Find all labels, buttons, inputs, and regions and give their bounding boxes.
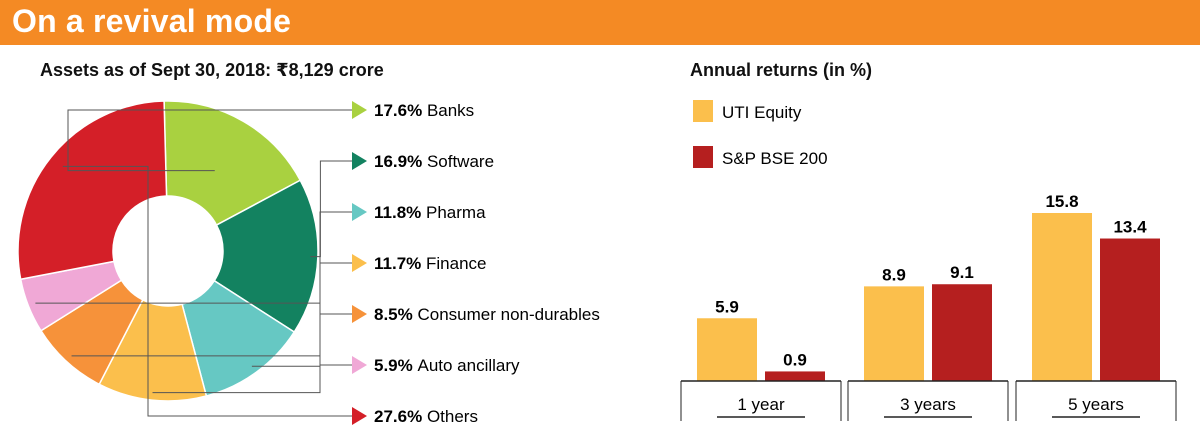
legend-arrow-finance	[352, 254, 367, 272]
bar-s-p-bse-200-1-year	[765, 371, 825, 381]
data-label-s-p-bse-200-5-years: 13.4	[1113, 218, 1147, 237]
legend-label-software: 16.9% Software	[374, 152, 494, 171]
bar-chart-title: Annual returns (in %)	[690, 60, 873, 80]
page-title: On a revival mode	[12, 3, 292, 39]
legend-arrow-software	[352, 152, 367, 170]
pie-leader-lines	[35, 109, 352, 417]
bar-s-p-bse-200-5-years	[1100, 238, 1160, 381]
legend-arrow-pharma	[352, 203, 367, 221]
data-label-s-p-bse-200-1-year: 0.9	[783, 350, 807, 369]
legend-arrow-banks	[352, 101, 367, 119]
pie-slice-software	[213, 179, 319, 334]
leader-line-software	[310, 160, 352, 258]
data-label-uti-equity-1-year: 5.9	[715, 297, 739, 316]
bar-uti-equity-5-years	[1032, 213, 1092, 381]
bar-uti-equity-1-year	[697, 318, 757, 381]
x-tick-label-5-years: 5 years	[1068, 395, 1124, 414]
bar-s-p-bse-200-3-years	[932, 284, 992, 381]
data-label-s-p-bse-200-3-years: 9.1	[950, 263, 974, 282]
pie-slice-banks	[163, 100, 302, 227]
legend-swatch-uti-equity	[693, 100, 713, 122]
header-bar: On a revival mode	[0, 0, 1200, 45]
legend-label-banks: 17.6% Banks	[374, 101, 474, 120]
legend-label-others: 27.6% Others	[374, 407, 478, 426]
x-tick-label-3-years: 3 years	[900, 395, 956, 414]
bar-uti-equity-3-years	[864, 286, 924, 381]
legend-label-s-p-bse-200: S&P BSE 200	[722, 149, 828, 168]
legend-label-auto-ancillary: 5.9% Auto ancillary	[374, 356, 520, 375]
data-label-uti-equity-5-years: 15.8	[1045, 192, 1078, 211]
legend-label-consumer-non-durables: 8.5% Consumer non-durables	[374, 305, 600, 324]
leader-line-auto-ancillary	[35, 302, 352, 366]
legend-arrow-consumer-non-durables	[352, 305, 367, 323]
legend-arrow-auto-ancillary	[352, 356, 367, 374]
legend-label-pharma: 11.8% Pharma	[374, 203, 486, 222]
legend-arrow-others	[352, 407, 367, 425]
legend-label-finance: 11.7% Finance	[374, 254, 486, 273]
leader-line-banks	[67, 109, 352, 172]
pie-slice-others	[17, 100, 168, 281]
data-label-uti-equity-3-years: 8.9	[882, 265, 906, 284]
leader-line-others	[62, 165, 352, 417]
x-tick-label-1-year: 1 year	[737, 395, 785, 414]
legend-swatch-s-p-bse-200	[693, 146, 713, 168]
pie-chart-title: Assets as of Sept 30, 2018: ₹8,129 crore	[40, 60, 384, 80]
legend-label-uti-equity: UTI Equity	[722, 103, 802, 122]
